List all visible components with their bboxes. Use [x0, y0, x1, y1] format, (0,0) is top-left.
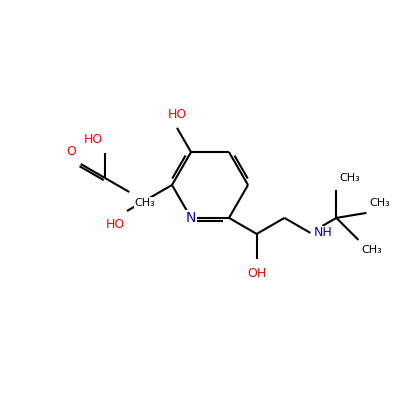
- Text: NH: NH: [314, 226, 332, 240]
- Text: HO: HO: [106, 218, 125, 231]
- Text: CH₃: CH₃: [134, 198, 155, 208]
- Text: HO: HO: [167, 108, 187, 121]
- Text: O: O: [66, 145, 76, 158]
- Text: CH₃: CH₃: [339, 173, 360, 183]
- Text: OH: OH: [247, 267, 266, 280]
- Text: CH₃: CH₃: [361, 245, 382, 255]
- Text: HO: HO: [84, 133, 103, 146]
- Text: N: N: [186, 211, 196, 225]
- Text: CH₃: CH₃: [369, 198, 390, 208]
